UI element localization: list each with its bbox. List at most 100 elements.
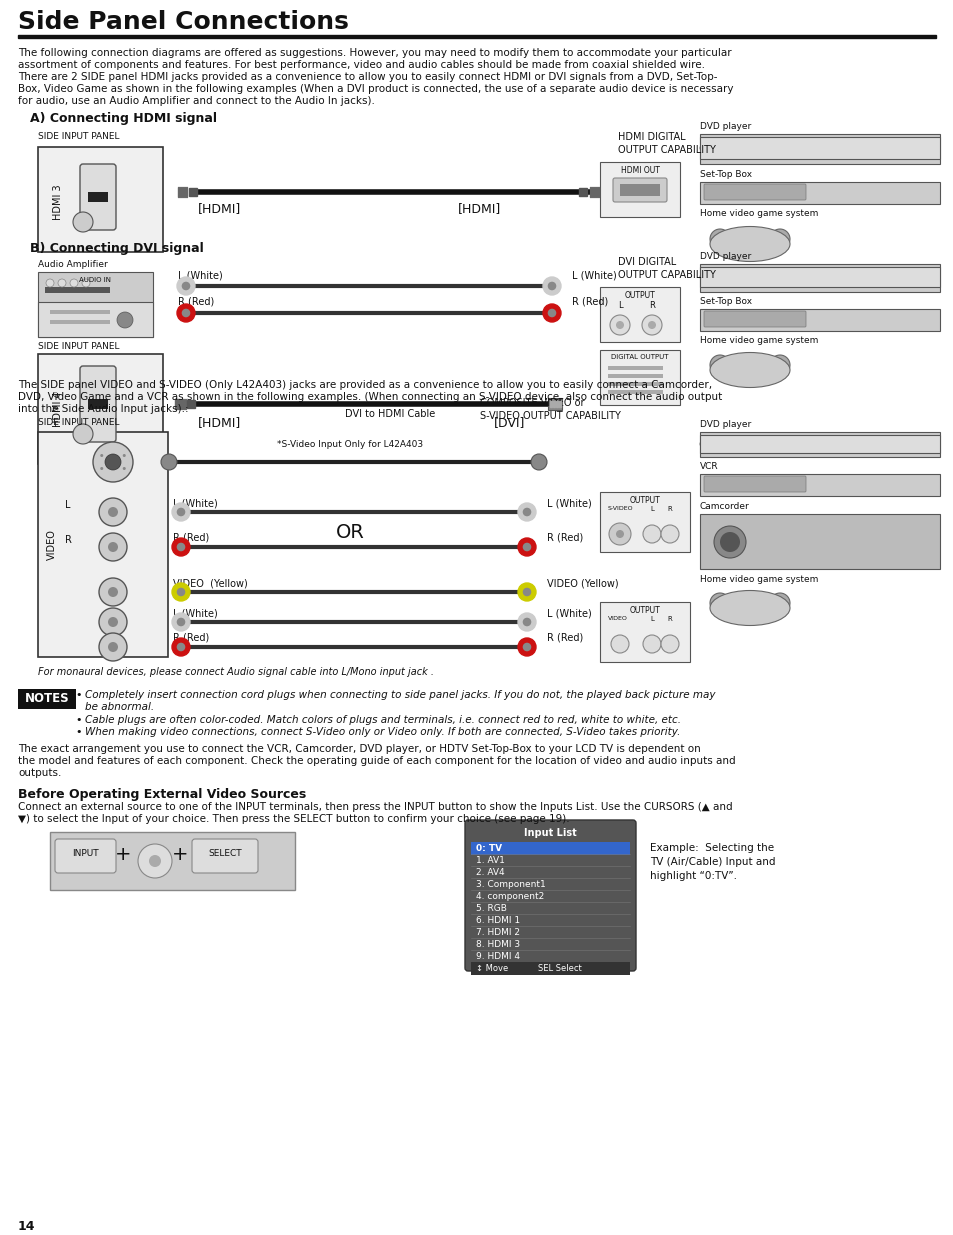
Circle shape: [609, 315, 629, 335]
Text: Completely insert connection cord plugs when connecting to side panel jacks. If : Completely insert connection cord plugs …: [85, 690, 715, 700]
Text: For monaural devices, please connect Audio signal cable into L/Mono input jack .: For monaural devices, please connect Aud…: [38, 667, 434, 677]
Circle shape: [177, 543, 185, 551]
Text: R (Red): R (Red): [546, 634, 582, 643]
Text: HDMI OUT: HDMI OUT: [619, 165, 659, 175]
Circle shape: [82, 279, 90, 287]
Circle shape: [182, 310, 190, 316]
Text: VIDEO: VIDEO: [607, 616, 627, 621]
Text: the model and features of each component. Check the operating guide of each comp: the model and features of each component…: [18, 756, 735, 766]
Text: DVD player: DVD player: [700, 122, 750, 131]
Text: [HDMI]: [HDMI]: [457, 203, 501, 215]
Circle shape: [769, 228, 789, 249]
Circle shape: [100, 467, 103, 471]
Circle shape: [523, 588, 530, 595]
Bar: [700, 309, 939, 331]
Text: 5. RGB: 5. RGB: [476, 904, 506, 913]
Bar: [596, 186, 597, 198]
Bar: [550, 401, 552, 408]
Circle shape: [177, 304, 194, 322]
Circle shape: [123, 467, 126, 471]
Text: R: R: [65, 535, 71, 545]
Circle shape: [531, 454, 546, 471]
Text: DVD player: DVD player: [700, 420, 750, 429]
Circle shape: [92, 442, 132, 482]
FancyBboxPatch shape: [464, 820, 636, 971]
Text: 8. HDMI 3: 8. HDMI 3: [476, 940, 519, 948]
Text: INPUT: INPUT: [71, 850, 98, 858]
Bar: [185, 399, 186, 409]
Bar: [45, 287, 110, 293]
Bar: [700, 135, 939, 164]
Bar: [578, 188, 586, 196]
Circle shape: [108, 587, 118, 597]
Circle shape: [610, 635, 628, 653]
FancyBboxPatch shape: [703, 184, 805, 200]
Text: COMPOSITE VIDEO or
S-VIDEO OUTPUT CAPABILITY: COMPOSITE VIDEO or S-VIDEO OUTPUT CAPABI…: [479, 398, 620, 421]
Text: Side Panel Connections: Side Panel Connections: [18, 10, 349, 35]
Circle shape: [712, 438, 722, 450]
FancyBboxPatch shape: [80, 366, 116, 442]
Bar: [471, 962, 629, 974]
FancyBboxPatch shape: [80, 164, 116, 230]
Text: into the Side Audio Input jacks).:: into the Side Audio Input jacks).:: [18, 404, 189, 414]
Circle shape: [70, 279, 78, 287]
Circle shape: [182, 283, 190, 289]
Bar: [38, 354, 163, 464]
Circle shape: [700, 272, 709, 282]
Text: [HDMI]: [HDMI]: [198, 416, 241, 429]
Circle shape: [647, 321, 656, 329]
Text: +: +: [172, 845, 188, 863]
Bar: [18, 689, 76, 709]
Circle shape: [177, 619, 185, 626]
FancyBboxPatch shape: [703, 475, 805, 492]
Text: [DVI]: [DVI]: [494, 416, 525, 429]
Text: 14: 14: [18, 1220, 35, 1233]
Circle shape: [709, 354, 729, 375]
Bar: [88, 191, 108, 203]
Circle shape: [608, 522, 630, 545]
Circle shape: [660, 525, 679, 543]
Bar: [700, 264, 939, 291]
Text: •: •: [75, 727, 81, 737]
Bar: [187, 400, 194, 408]
Text: SIDE INPUT PANEL: SIDE INPUT PANEL: [38, 342, 119, 351]
Text: R (Red): R (Red): [572, 296, 608, 308]
Circle shape: [149, 855, 161, 867]
Circle shape: [108, 508, 118, 517]
Text: L (White): L (White): [172, 608, 217, 618]
Bar: [50, 310, 110, 314]
Circle shape: [517, 613, 536, 631]
Text: DVD player: DVD player: [700, 252, 750, 261]
Bar: [700, 514, 939, 569]
Circle shape: [73, 424, 92, 445]
Circle shape: [769, 354, 789, 375]
Bar: [607, 390, 662, 394]
Bar: [599, 601, 689, 662]
Text: R: R: [667, 506, 672, 513]
Bar: [599, 350, 679, 405]
Bar: [607, 374, 662, 378]
Text: B) Connecting DVI signal: B) Connecting DVI signal: [30, 242, 204, 254]
Circle shape: [523, 509, 530, 515]
Circle shape: [542, 304, 560, 322]
Circle shape: [542, 277, 560, 295]
Text: 9. HDMI 4: 9. HDMI 4: [476, 952, 519, 961]
Text: assortment of components and features. For best performance, video and audio cab: assortment of components and features. F…: [18, 61, 704, 70]
Bar: [38, 303, 152, 337]
Circle shape: [523, 543, 530, 551]
Circle shape: [177, 509, 185, 515]
Circle shape: [172, 613, 190, 631]
Text: SIDE INPUT PANEL: SIDE INPUT PANEL: [38, 417, 119, 427]
Text: R (Red): R (Red): [178, 296, 214, 308]
Circle shape: [709, 228, 729, 249]
Circle shape: [713, 526, 745, 558]
Text: HDMI DIGITAL
OUTPUT CAPABILITY: HDMI DIGITAL OUTPUT CAPABILITY: [618, 132, 715, 156]
Text: R: R: [648, 301, 655, 310]
FancyBboxPatch shape: [613, 178, 666, 203]
Bar: [592, 186, 593, 198]
Text: L (White): L (White): [178, 270, 222, 280]
Text: DIGITAL OUTPUT: DIGITAL OUTPUT: [611, 354, 668, 359]
Circle shape: [99, 498, 127, 526]
Text: AUDIO IN: AUDIO IN: [79, 277, 111, 283]
Circle shape: [548, 310, 555, 316]
